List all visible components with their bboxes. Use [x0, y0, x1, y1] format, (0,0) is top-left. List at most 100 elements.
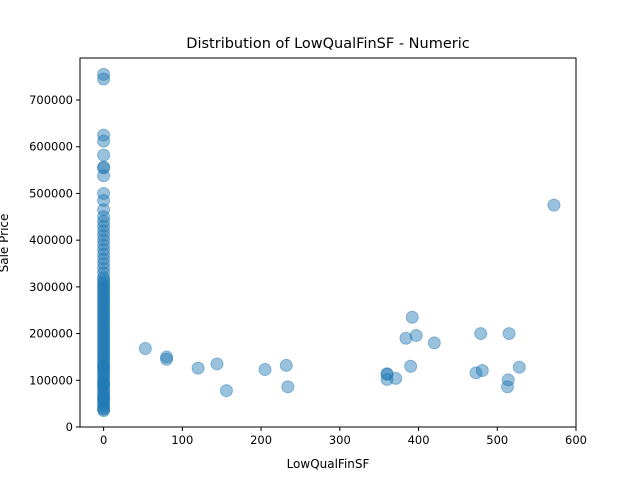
- x-tick-label: 200: [250, 433, 272, 447]
- scatter-point: [97, 401, 111, 415]
- scatter-point: [97, 214, 111, 228]
- x-tick-label: 0: [100, 433, 107, 447]
- y-tick-label: 200000: [29, 327, 73, 341]
- scatter-point: [97, 161, 111, 175]
- scatter-point: [97, 322, 111, 336]
- scatter-point: [97, 327, 111, 341]
- scatter-point: [469, 366, 483, 380]
- scatter-point: [138, 342, 152, 356]
- scatter-point: [97, 128, 111, 142]
- scatter-point: [97, 219, 111, 233]
- scatter-point: [97, 271, 111, 285]
- scatter-point: [380, 372, 394, 386]
- scatter-point: [501, 373, 515, 387]
- scatter-point: [427, 336, 441, 350]
- scatter-point: [97, 313, 111, 327]
- scatter-point: [97, 338, 111, 352]
- scatter-point: [97, 350, 111, 364]
- scatter-point: [97, 331, 111, 345]
- scatter-point: [97, 252, 111, 266]
- scatter-point: [219, 384, 233, 398]
- scatter-point: [97, 238, 111, 252]
- scatter-point: [97, 67, 111, 81]
- scatter-point: [160, 352, 174, 366]
- scatter-point: [97, 278, 111, 292]
- x-axis: 0 100 200 300 400 500 600: [100, 427, 587, 447]
- scatter-point: [97, 348, 111, 362]
- scatter-point: [97, 275, 111, 289]
- scatter-point: [97, 247, 111, 261]
- scatter-point: [97, 359, 111, 373]
- scatter-point: [389, 371, 403, 385]
- scatter-point: [97, 366, 111, 380]
- scatter-point: [97, 228, 111, 242]
- scatter-point: [97, 285, 111, 299]
- scatter-point: [97, 391, 111, 405]
- scatter-point: [97, 390, 111, 404]
- scatter-point: [405, 310, 419, 324]
- scatter-point: [97, 261, 111, 275]
- scatter-point: [97, 399, 111, 413]
- plot-frame: [79, 57, 577, 428]
- y-tick-label: 400000: [29, 233, 73, 247]
- scatter-point: [97, 289, 111, 303]
- scatter-point: [404, 359, 418, 373]
- y-tick-label: 500000: [29, 186, 73, 200]
- points-layer: [97, 67, 561, 418]
- scatter-point: [97, 203, 111, 217]
- scatter-point: [97, 257, 111, 271]
- scatter-point: [399, 331, 413, 345]
- scatter-point: [97, 320, 111, 334]
- scatter-point: [474, 327, 488, 341]
- scatter-point: [281, 380, 295, 394]
- scatter-point: [97, 329, 111, 343]
- scatter-point: [380, 367, 394, 381]
- scatter-point: [97, 282, 111, 296]
- scatter-point: [97, 134, 111, 148]
- scatter-point: [97, 299, 111, 313]
- scatter-point: [97, 72, 111, 86]
- scatter-point: [409, 328, 423, 342]
- scatter-point: [97, 397, 111, 411]
- scatter-point: [97, 287, 111, 301]
- y-tick-label: 600000: [29, 140, 73, 154]
- scatter-point: [97, 380, 111, 394]
- scatter-point: [512, 360, 526, 374]
- scatter-point: [97, 394, 111, 408]
- scatter-point: [160, 350, 174, 364]
- scatter-point: [97, 336, 111, 350]
- scatter-point: [97, 373, 111, 387]
- scatter-point: [97, 355, 111, 369]
- scatter-point: [191, 361, 205, 375]
- scatter-point: [97, 273, 111, 287]
- scatter-point: [97, 310, 111, 324]
- scatter-point: [97, 301, 111, 315]
- scatter-point: [97, 317, 111, 331]
- scatter-point: [97, 383, 111, 397]
- scatter-point: [502, 327, 516, 341]
- y-tick-label: 0: [66, 420, 73, 434]
- scatter-point: [97, 303, 111, 317]
- x-tick-label: 600: [565, 433, 587, 447]
- scatter-point: [380, 367, 394, 381]
- scatter-point: [97, 402, 111, 416]
- scatter-point: [97, 404, 111, 418]
- scatter-point: [97, 387, 111, 401]
- scatter-point: [97, 324, 111, 338]
- y-tick-label: 700000: [29, 93, 73, 107]
- y-tick-label: 300000: [29, 280, 73, 294]
- scatter-point: [97, 160, 111, 174]
- scatter-point: [210, 357, 224, 371]
- x-tick-label: 400: [408, 433, 430, 447]
- scatter-point: [97, 369, 111, 383]
- scatter-point: [97, 341, 111, 355]
- scatter-point: [97, 292, 111, 306]
- scatter-point: [97, 210, 111, 224]
- scatter-point: [97, 315, 111, 329]
- scatter-point: [97, 362, 111, 376]
- scatter-point: [97, 376, 111, 390]
- scatter-point: [97, 148, 111, 162]
- scatter-point: [97, 296, 111, 310]
- x-axis-label: LowQualFinSF: [287, 457, 370, 471]
